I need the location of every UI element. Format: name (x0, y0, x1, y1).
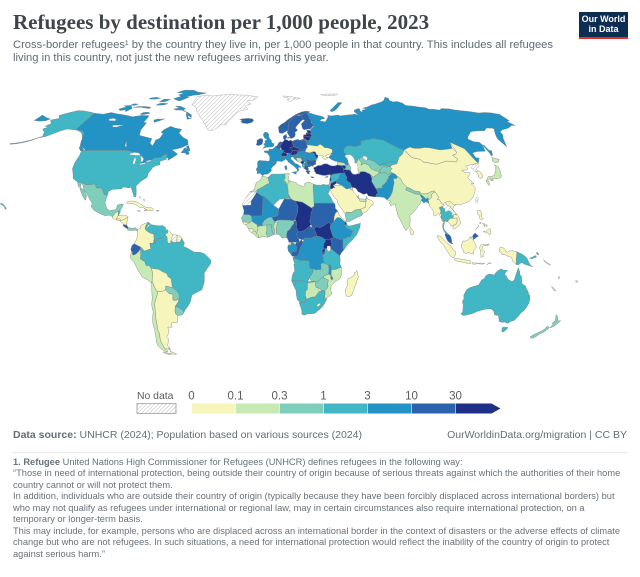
svg-text:0: 0 (188, 391, 194, 403)
svg-text:1: 1 (320, 391, 326, 403)
svg-text:3: 3 (364, 391, 370, 403)
svg-text:0.1: 0.1 (228, 391, 244, 403)
svg-text:No data: No data (137, 391, 174, 402)
svg-text:30: 30 (449, 391, 462, 403)
svg-text:0.3: 0.3 (272, 391, 288, 403)
svg-text:10: 10 (405, 391, 418, 403)
